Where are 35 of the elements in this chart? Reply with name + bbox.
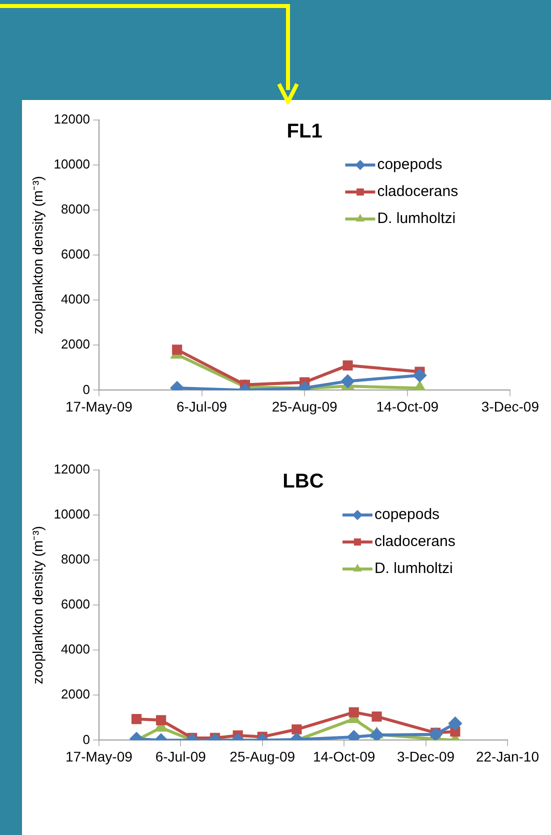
legend-label: cladocerans	[374, 533, 456, 550]
legend-label: D. lumholtzi	[374, 560, 453, 578]
y-tick-label: 10000	[54, 506, 90, 522]
y-tick-label: 8000	[61, 202, 90, 217]
x-tick-label: 17-May-09	[65, 398, 133, 414]
chart-title: LBC	[282, 470, 324, 493]
legend-label: D. lumholtzi	[377, 210, 456, 228]
legend-label: cladocerans	[377, 183, 458, 200]
y-tick-label: 8000	[61, 552, 90, 567]
x-tick-label: 6-Jul-09	[155, 748, 206, 764]
y-tick-label: 6000	[61, 596, 90, 612]
y-tick-label: 2000	[61, 686, 90, 702]
y-axis-title: zooplankton density (m⁻³)	[29, 176, 46, 334]
x-tick-label: 25-Aug-09	[230, 748, 296, 764]
x-tick-label: 25-Aug-09	[272, 398, 338, 414]
legend-label: copepods	[374, 506, 440, 524]
y-tick-label: 6000	[61, 246, 90, 262]
y-tick-label: 12000	[54, 112, 90, 127]
y-tick-label: 4000	[61, 642, 90, 657]
x-tick-label: 6-Jul-09	[176, 398, 228, 414]
y-tick-label: 4000	[61, 292, 90, 307]
x-tick-label: 17-May-09	[65, 748, 133, 764]
x-tick-label: 14-Oct-09	[376, 398, 439, 414]
y-axis-title: zooplankton density (m⁻³)	[29, 526, 46, 684]
y-tick-label: 2000	[61, 336, 90, 352]
x-tick-label: 3-Dec-09	[396, 748, 455, 764]
x-tick-label: 3-Dec-09	[481, 398, 540, 414]
legend-label: copepods	[377, 156, 442, 174]
chart-title: FL1	[286, 120, 322, 143]
y-tick-label: 0	[82, 382, 90, 397]
y-tick-label: 10000	[54, 156, 90, 172]
x-tick-label: 22-Jan-10	[476, 748, 540, 764]
y-tick-label: 12000	[54, 462, 90, 477]
x-tick-label: 14-Oct-09	[312, 748, 376, 764]
y-tick-label: 0	[82, 732, 90, 747]
